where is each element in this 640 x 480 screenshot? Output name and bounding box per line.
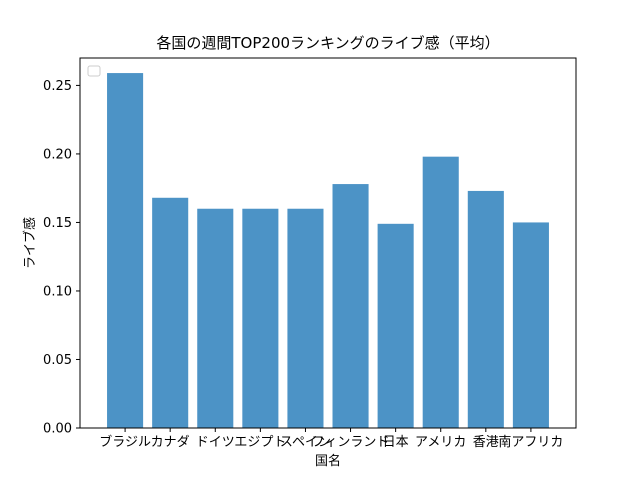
bars-group xyxy=(107,73,549,429)
x-tick-label: 香港 xyxy=(473,435,499,450)
bar xyxy=(512,222,549,428)
x-tick-label: ドイツ xyxy=(196,435,235,450)
x-tick-label: 南アフリカ xyxy=(498,434,563,450)
y-tick-label: 0.20 xyxy=(43,147,72,162)
y-tick-label: 0.15 xyxy=(43,216,72,231)
x-tick-label: カナダ xyxy=(151,435,190,450)
bar xyxy=(197,208,234,428)
bar xyxy=(152,197,189,428)
y-axis-label: ライブ感 xyxy=(22,217,38,269)
y-tick-label: 0.25 xyxy=(43,79,72,94)
bar xyxy=(242,208,279,428)
x-tick-label: アメリカ xyxy=(415,435,466,450)
y-tick-label: 0.10 xyxy=(43,284,72,299)
bar xyxy=(287,208,324,428)
x-axis-label: 国名 xyxy=(315,453,341,469)
bar xyxy=(377,223,414,428)
x-tick-label: 日本 xyxy=(383,435,409,450)
x-tick-label: スペイン xyxy=(280,435,331,450)
bar xyxy=(332,184,369,428)
x-tick-label: エジプト xyxy=(234,435,286,450)
y-axis-ticks: 0.00 0.05 0.10 0.15 0.20 0.25 xyxy=(43,79,80,437)
bar xyxy=(107,73,144,428)
y-tick-label: 0.00 xyxy=(43,422,72,437)
bar xyxy=(467,190,504,428)
legend-box xyxy=(87,65,101,77)
x-tick-label: フィンランド xyxy=(312,435,390,450)
y-tick-label: 0.05 xyxy=(43,353,72,368)
plot-frame xyxy=(79,57,577,429)
bar xyxy=(422,156,459,429)
x-tick-label: ブラジル xyxy=(99,434,151,450)
chart-title: 各国の週間TOP200ランキングのライブ感（平均） xyxy=(156,34,499,52)
